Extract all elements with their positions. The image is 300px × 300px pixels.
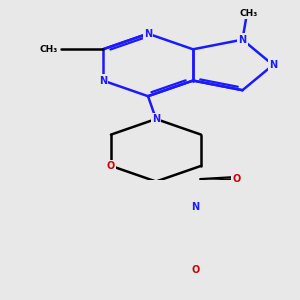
Text: N: N [152, 114, 160, 124]
Text: N: N [238, 34, 247, 45]
Text: N: N [144, 29, 152, 39]
Text: O: O [232, 173, 241, 184]
Text: N: N [99, 76, 107, 85]
Text: N: N [191, 202, 199, 212]
Text: CH₃: CH₃ [239, 9, 258, 18]
Text: O: O [191, 265, 199, 275]
Text: CH₃: CH₃ [39, 45, 57, 54]
Text: N: N [269, 60, 277, 70]
Text: O: O [107, 161, 115, 171]
